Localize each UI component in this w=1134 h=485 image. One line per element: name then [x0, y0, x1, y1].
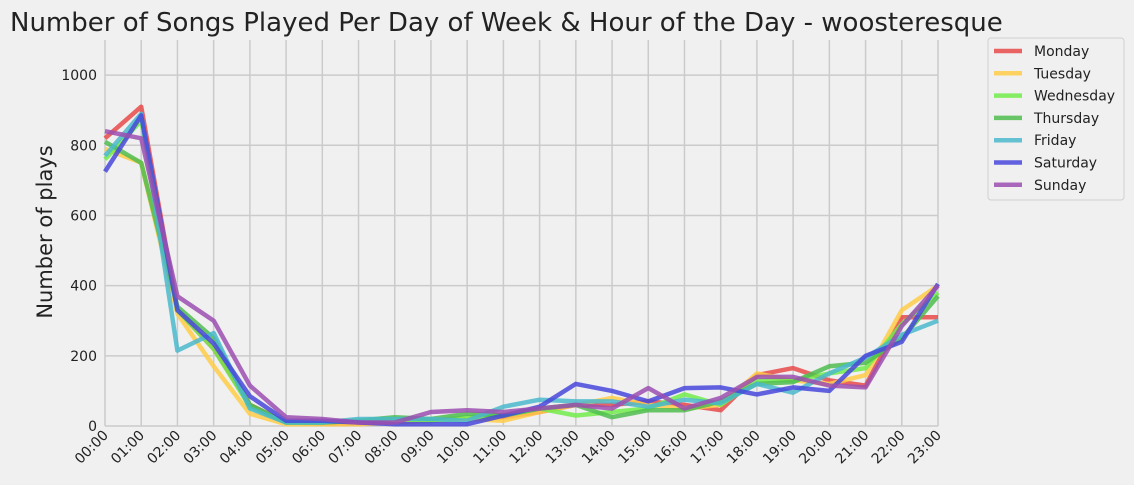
legend-label: Wednesday	[1034, 89, 1115, 105]
x-tick-label: 22:00	[869, 428, 909, 468]
x-tick-label: 19:00	[760, 428, 800, 468]
x-tick-label: 16:00	[651, 428, 691, 468]
x-tick-label: 17:00	[688, 428, 728, 468]
series-line-sunday	[104, 128, 940, 425]
legend-box	[987, 37, 1125, 201]
x-tick-label: 10:00	[434, 428, 474, 468]
x-tick-label: 04:00	[217, 428, 257, 468]
x-axis-ticks: 00:0001:0002:0003:0004:0005:0006:0007:00…	[72, 428, 945, 468]
legend-items: Monday Tuesday Wednesday Thursday Friday Satu…	[994, 44, 1115, 194]
y-tick-label: 1000	[61, 68, 97, 84]
y-tick-label: 0	[88, 419, 97, 435]
y-axis-ticks: 0 200 400 600 800 1000	[61, 68, 97, 435]
y-axis-label: Number of plays	[33, 145, 57, 318]
x-tick-label: 05:00	[253, 428, 293, 468]
x-tick-label: 06:00	[289, 428, 329, 468]
x-tick-label: 20:00	[796, 428, 836, 468]
y-tick-label: 200	[70, 349, 97, 365]
x-tick-label: 21:00	[833, 428, 873, 468]
y-tick-label: 400	[70, 279, 97, 295]
x-tick-label: 18:00	[724, 428, 764, 468]
series-lines	[103, 104, 940, 427]
y-tick-label: 600	[70, 208, 97, 224]
legend-label: Saturday	[1034, 156, 1097, 172]
legend-label: Tuesday	[1033, 66, 1091, 82]
x-tick-label: 13:00	[543, 428, 583, 468]
chart-title: Number of Songs Played Per Day of Week &…	[10, 8, 1003, 38]
x-tick-label: 14:00	[579, 428, 619, 468]
x-tick-label: 23:00	[905, 428, 945, 468]
legend-label: Sunday	[1034, 178, 1086, 194]
x-tick-label: 02:00	[144, 428, 184, 468]
legend-label: Monday	[1034, 44, 1089, 60]
x-tick-label: 01:00	[108, 428, 148, 468]
x-tick-label: 07:00	[325, 428, 365, 468]
legend-label: Thursday	[1033, 111, 1099, 127]
x-tick-label: 09:00	[398, 428, 438, 468]
grid	[104, 40, 939, 427]
x-tick-label: 03:00	[181, 428, 221, 468]
legend-label: Friday	[1034, 133, 1076, 149]
x-tick-label: 11:00	[470, 428, 510, 468]
y-tick-label: 800	[70, 138, 97, 154]
x-tick-label: 08:00	[362, 428, 402, 468]
x-tick-label: 15:00	[615, 428, 655, 468]
legend: Monday Tuesday Wednesday Thursday Friday Satu…	[987, 37, 1125, 201]
x-tick-label: 12:00	[507, 428, 547, 468]
series-line-wednesday	[103, 118, 940, 425]
